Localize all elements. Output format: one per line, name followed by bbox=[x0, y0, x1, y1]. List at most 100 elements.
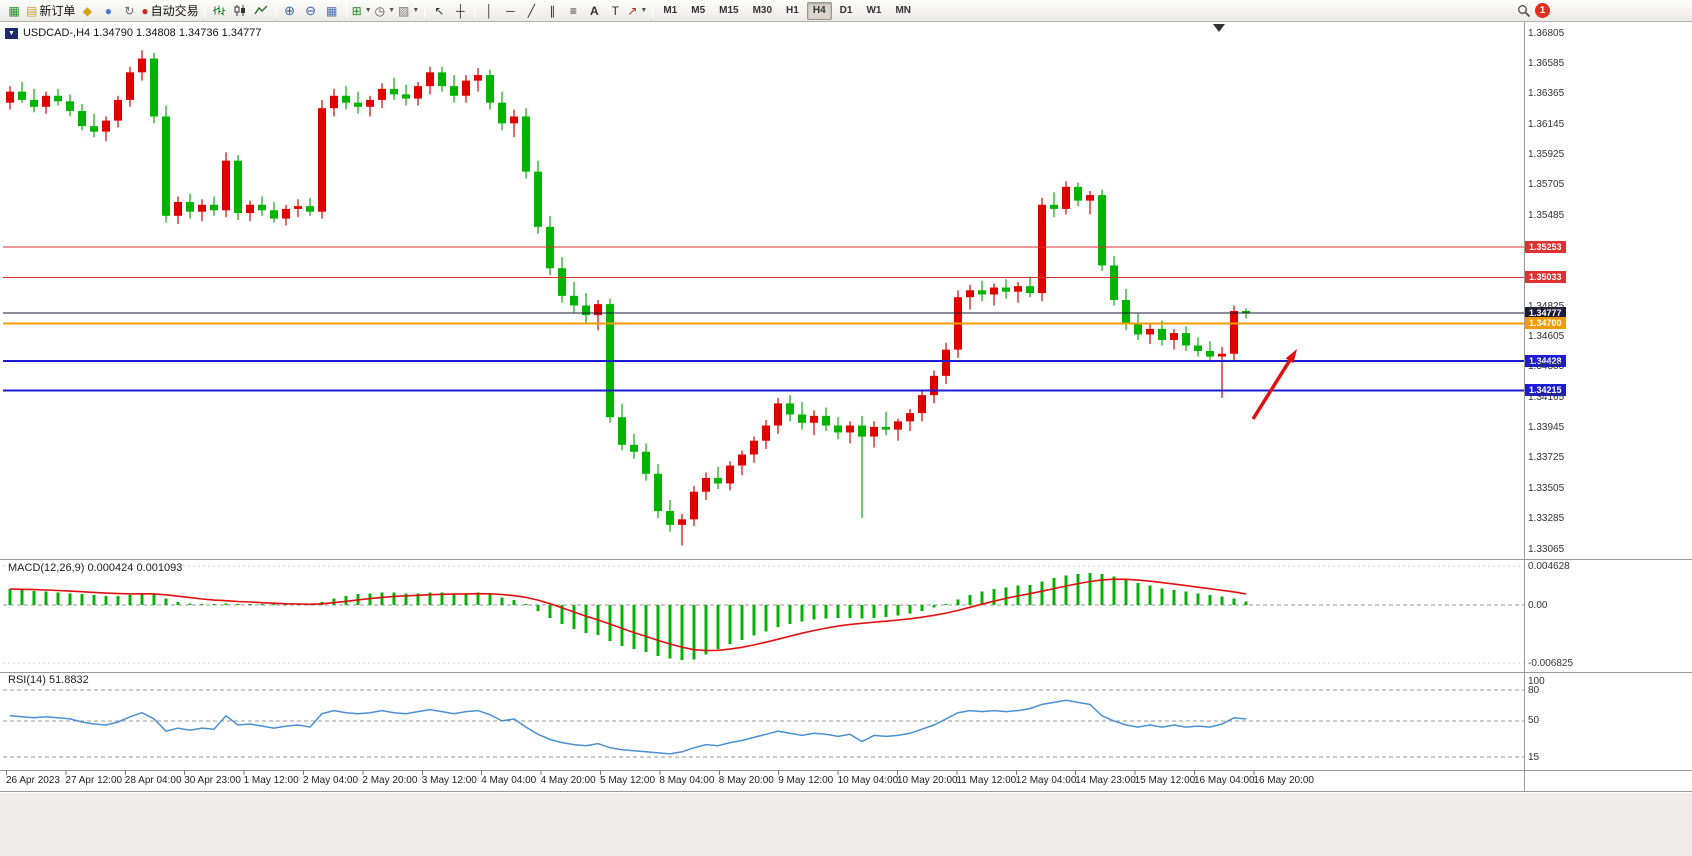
candle-body bbox=[642, 451, 650, 474]
timeframe-m1-button[interactable]: M1 bbox=[663, 4, 678, 16]
cursor-icon[interactable]: ↖ bbox=[434, 3, 445, 18]
price-axis-label: 1.33505 bbox=[1528, 482, 1565, 494]
candle-body bbox=[1110, 265, 1118, 300]
bar-chart-icon[interactable] bbox=[209, 2, 229, 20]
candle-body bbox=[354, 102, 362, 107]
timeframe-mn-button[interactable]: MN bbox=[895, 4, 911, 16]
candle-body bbox=[174, 202, 182, 216]
order-form-icon: ▤ bbox=[26, 3, 38, 18]
timeframe-m5-button[interactable]: M5 bbox=[691, 4, 706, 16]
label-icon[interactable]: T bbox=[611, 3, 619, 18]
candle-body bbox=[1230, 311, 1238, 354]
price-axis-label: 1.34825 bbox=[1528, 300, 1565, 312]
macd-axis-label: 0.004628 bbox=[1528, 560, 1570, 572]
tile-windows-icon[interactable]: ▦ bbox=[325, 3, 338, 18]
zoom-out-icon[interactable]: ⊖ bbox=[305, 3, 317, 18]
market-watch-icon[interactable]: ◆ bbox=[82, 3, 92, 18]
navigator-icon[interactable]: ● bbox=[104, 3, 112, 18]
rsi-value: 51.8832 bbox=[48, 674, 89, 686]
candle-body bbox=[1026, 286, 1034, 294]
price-tag-1.34428[interactable]: 1.34428 bbox=[1525, 354, 1566, 367]
candle-body bbox=[66, 101, 74, 111]
time-axis-label: 14 May 23:00 bbox=[1075, 775, 1136, 786]
price-tag-1.34215[interactable]: 1.34215 bbox=[1525, 384, 1566, 397]
candle-body bbox=[1086, 195, 1094, 201]
time-axis-label: 15 May 12:00 bbox=[1134, 775, 1196, 786]
time-axis-label: 11 May 12:00 bbox=[956, 775, 1017, 786]
candle-body bbox=[738, 454, 746, 466]
candle-body bbox=[978, 290, 986, 295]
candle-body bbox=[882, 426, 890, 430]
line-chart-icon[interactable] bbox=[251, 2, 271, 20]
toolbar-separator bbox=[424, 3, 426, 18]
candle-body bbox=[906, 413, 914, 422]
bar-shift-marker[interactable] bbox=[1213, 24, 1225, 32]
time-axis-label: 16 May 04:00 bbox=[1194, 775, 1255, 786]
new-order-button[interactable]: ▤ 新订单 bbox=[25, 2, 76, 20]
new-chart-icon[interactable]: ▦ bbox=[4, 2, 24, 20]
periods-button[interactable]: ◷ ▼ bbox=[374, 3, 396, 18]
trend-arrow-head bbox=[1285, 349, 1297, 364]
price-tag-1.35033[interactable]: 1.35033 bbox=[1525, 271, 1566, 284]
time-axis-label: 27 Apr 12:00 bbox=[65, 775, 123, 786]
price-tag-1.35253[interactable]: 1.35253 bbox=[1525, 241, 1566, 254]
price-tag-1.34777[interactable]: 1.34777 bbox=[1525, 306, 1566, 319]
search-icon[interactable] bbox=[1514, 2, 1534, 20]
candle-body bbox=[318, 108, 326, 212]
candle-body bbox=[222, 160, 230, 211]
fibonacci-icon[interactable]: ≡ bbox=[569, 3, 577, 18]
candle-body bbox=[1206, 351, 1214, 357]
timeframe-h1-button[interactable]: H1 bbox=[786, 4, 799, 16]
candle-body bbox=[810, 415, 818, 423]
price-axis-label: 1.33725 bbox=[1528, 452, 1565, 464]
indicators-button[interactable]: ⊞ ▼ bbox=[351, 3, 372, 18]
time-axis-label: 8 May 04:00 bbox=[659, 775, 715, 786]
auto-trading-button[interactable]: ● 自动交易 bbox=[140, 2, 199, 20]
text-icon[interactable]: A bbox=[589, 3, 599, 18]
zoom-in-icon[interactable]: ⊕ bbox=[284, 3, 296, 18]
candle-body bbox=[510, 116, 518, 124]
vertical-line-icon[interactable]: │ bbox=[485, 3, 494, 18]
macd-indicator-label: MACD(12,26,9) 0.000424 0.001093 bbox=[8, 562, 182, 574]
candle-body bbox=[1002, 287, 1010, 292]
price-axis-label: 1.36805 bbox=[1528, 27, 1565, 39]
chart-glyph-icon: ▦ bbox=[8, 3, 20, 18]
refresh-icon[interactable]: ↻ bbox=[124, 3, 135, 18]
price-axis-label: 1.35705 bbox=[1528, 179, 1565, 191]
templates-button[interactable]: ▨ ▼ bbox=[398, 3, 420, 18]
candle-body bbox=[438, 72, 446, 87]
crosshair-icon[interactable]: ┼ bbox=[456, 3, 465, 18]
candle-body bbox=[126, 72, 134, 100]
timeframe-h4-button[interactable]: H4 bbox=[806, 1, 832, 20]
candle-body bbox=[1134, 323, 1142, 335]
timeframe-d1-button[interactable]: D1 bbox=[839, 4, 853, 16]
time-axis-label: 2 May 20:00 bbox=[362, 775, 418, 786]
candle-body bbox=[1146, 328, 1154, 335]
channel-icon[interactable]: ∥ bbox=[549, 3, 556, 18]
candle-body bbox=[210, 204, 218, 211]
timeframe-w1-button[interactable]: W1 bbox=[866, 4, 882, 16]
candle-body bbox=[486, 75, 494, 103]
trend-arrow-annotation[interactable] bbox=[1251, 359, 1292, 420]
chart-collapse-icon[interactable]: ▼ bbox=[5, 27, 18, 39]
candle-body bbox=[762, 425, 770, 441]
candle-body bbox=[474, 75, 482, 81]
candle-body bbox=[54, 95, 62, 102]
chevron-down-icon: ▼ bbox=[388, 7, 396, 14]
arrows-tool-button[interactable]: ↗ ▼ bbox=[627, 3, 648, 18]
auto-trading-label: 自动交易 bbox=[150, 4, 199, 18]
timeframe-m30-button[interactable]: M30 bbox=[752, 4, 773, 16]
macd-signal-line bbox=[9, 578, 1247, 652]
timeframe-m15-button[interactable]: M15 bbox=[719, 4, 739, 16]
horizontal-line-icon[interactable]: ─ bbox=[506, 3, 515, 18]
price-axis-label: 1.36365 bbox=[1528, 88, 1565, 100]
trendline-icon[interactable]: ╱ bbox=[527, 3, 535, 18]
candle-body bbox=[690, 491, 698, 520]
price-tag-1.34700[interactable]: 1.34700 bbox=[1525, 317, 1566, 330]
price-axis-label: 1.33065 bbox=[1528, 543, 1565, 555]
notification-badge[interactable]: 1 bbox=[1535, 3, 1550, 18]
candlestick-chart-icon[interactable] bbox=[230, 2, 250, 20]
candle-body bbox=[198, 204, 206, 212]
candle-body bbox=[378, 88, 386, 100]
